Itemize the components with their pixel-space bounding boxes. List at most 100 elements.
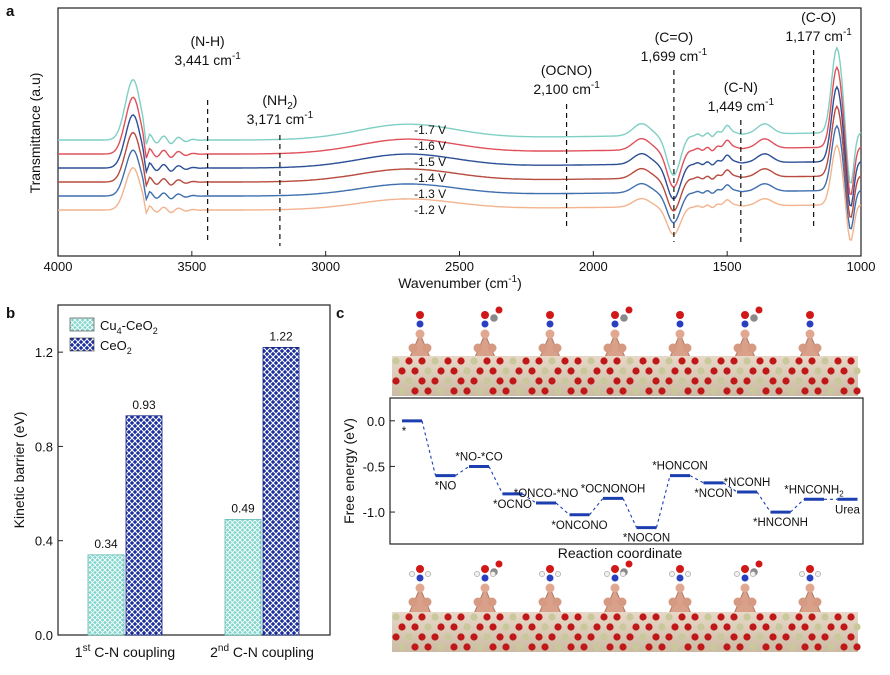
atom [658, 643, 666, 651]
atom [392, 633, 400, 641]
peak-value-label: 2,100 cm-1 [533, 80, 600, 97]
x-tick-label: 3500 [177, 259, 206, 274]
atom [762, 367, 770, 375]
peak-value-label: 1,177 cm-1 [785, 27, 852, 44]
copper-atom [617, 343, 627, 353]
atom [788, 367, 796, 375]
copper-atom [733, 343, 743, 353]
y-tick-label: 0.0 [35, 628, 53, 643]
atom [405, 357, 413, 365]
atom [788, 623, 796, 631]
atom [788, 643, 796, 651]
atom [457, 357, 465, 365]
panel-b-y-axis-label: Kinetic barrier (eV) [11, 412, 27, 529]
atom [710, 387, 718, 395]
atom [450, 367, 458, 375]
atom [470, 613, 478, 621]
atom [697, 623, 705, 631]
copper-atom [480, 329, 490, 339]
copper-atom [617, 597, 627, 607]
oxygen-atom [676, 565, 684, 573]
atom [652, 613, 660, 621]
panel-a-label: a [6, 3, 15, 20]
atom [600, 633, 608, 641]
atom [821, 357, 829, 365]
oxygen-atom [755, 306, 763, 314]
atom [431, 377, 439, 385]
atom [639, 357, 647, 365]
atom [613, 377, 621, 385]
atom [509, 377, 517, 385]
atom [470, 357, 478, 365]
atom [613, 633, 621, 641]
atom [548, 613, 556, 621]
atom [463, 367, 471, 375]
hydrogen-atom [604, 571, 610, 577]
atom [515, 387, 523, 395]
atom [398, 623, 406, 631]
intermediate-label: *NCONH [724, 477, 771, 489]
transition-line [555, 502, 570, 516]
atom [671, 367, 679, 375]
atom [548, 377, 556, 385]
atom [632, 387, 640, 395]
copper-atom [487, 597, 497, 607]
atom [424, 643, 432, 651]
atom [483, 633, 491, 641]
peak-name-label: (N-H) [191, 33, 225, 49]
atom [795, 613, 803, 621]
atom [756, 633, 764, 641]
intermediate-label: *OCNO [493, 499, 532, 511]
category-label: 2nd C-N coupling [210, 643, 314, 660]
panel-c-y-axis-label: Free energy (eV) [341, 418, 357, 524]
atom [762, 643, 770, 651]
panel-a-x-axis-label: Wavenumber (cm-1) [398, 274, 522, 291]
copper-atom [798, 597, 808, 607]
atom [405, 633, 413, 641]
atom [444, 357, 452, 365]
atom [398, 643, 406, 651]
atom [704, 377, 712, 385]
atom [769, 357, 777, 365]
atom [821, 377, 829, 385]
panel-c-x-axis-label: Reaction coordinate [558, 545, 683, 561]
atom [606, 623, 614, 631]
atom [639, 377, 647, 385]
atom [645, 623, 653, 631]
hydrogen-atom [474, 571, 480, 577]
atom [626, 377, 634, 385]
bar-value-label: 0.49 [231, 502, 255, 516]
atom [424, 387, 432, 395]
atom [704, 357, 712, 365]
atom [574, 357, 582, 365]
atom [567, 643, 575, 651]
atom [671, 387, 679, 395]
atom [730, 613, 738, 621]
atom [710, 643, 718, 651]
copper-atom [675, 329, 685, 339]
oxygen-atom [741, 311, 749, 319]
atom [749, 367, 757, 375]
copper-atom [545, 329, 555, 339]
atom [476, 367, 484, 375]
copper-atom [552, 343, 562, 353]
atom [723, 623, 731, 631]
hydrogen-atom [555, 571, 561, 577]
x-tick-label: 1000 [847, 259, 876, 274]
top-adsorbate-structures-image [392, 306, 861, 396]
atom [717, 357, 725, 365]
legend-label: CeO2 [100, 338, 132, 356]
atom [502, 367, 510, 375]
transition-line [622, 498, 637, 528]
copper-atom [805, 583, 815, 593]
atom [528, 623, 536, 631]
atom [580, 367, 588, 375]
atom [522, 377, 530, 385]
atom [743, 613, 751, 621]
hydrogen-atom [734, 571, 740, 577]
atom [489, 623, 497, 631]
atom [710, 623, 718, 631]
atom [697, 367, 705, 375]
atom [463, 623, 471, 631]
series-label: -1.2 V [414, 203, 446, 217]
